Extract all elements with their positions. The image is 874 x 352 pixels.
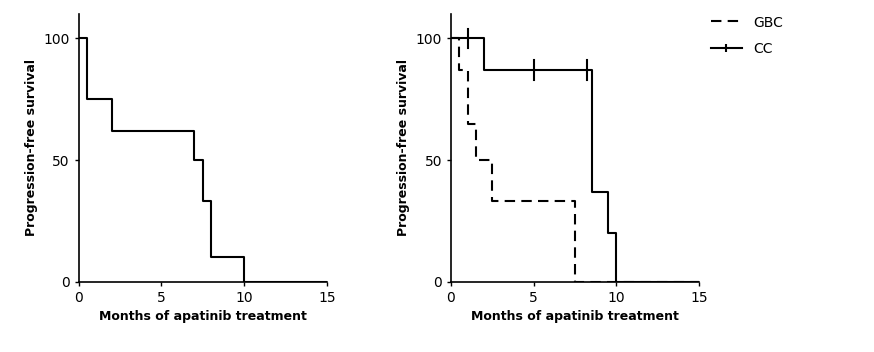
X-axis label: Months of apatinib treatment: Months of apatinib treatment (99, 310, 307, 323)
Y-axis label: Progression-free survival: Progression-free survival (397, 59, 410, 236)
Legend: GBC, CC: GBC, CC (711, 16, 782, 56)
X-axis label: Months of apatinib treatment: Months of apatinib treatment (471, 310, 679, 323)
Y-axis label: Progression-free survival: Progression-free survival (24, 59, 38, 236)
